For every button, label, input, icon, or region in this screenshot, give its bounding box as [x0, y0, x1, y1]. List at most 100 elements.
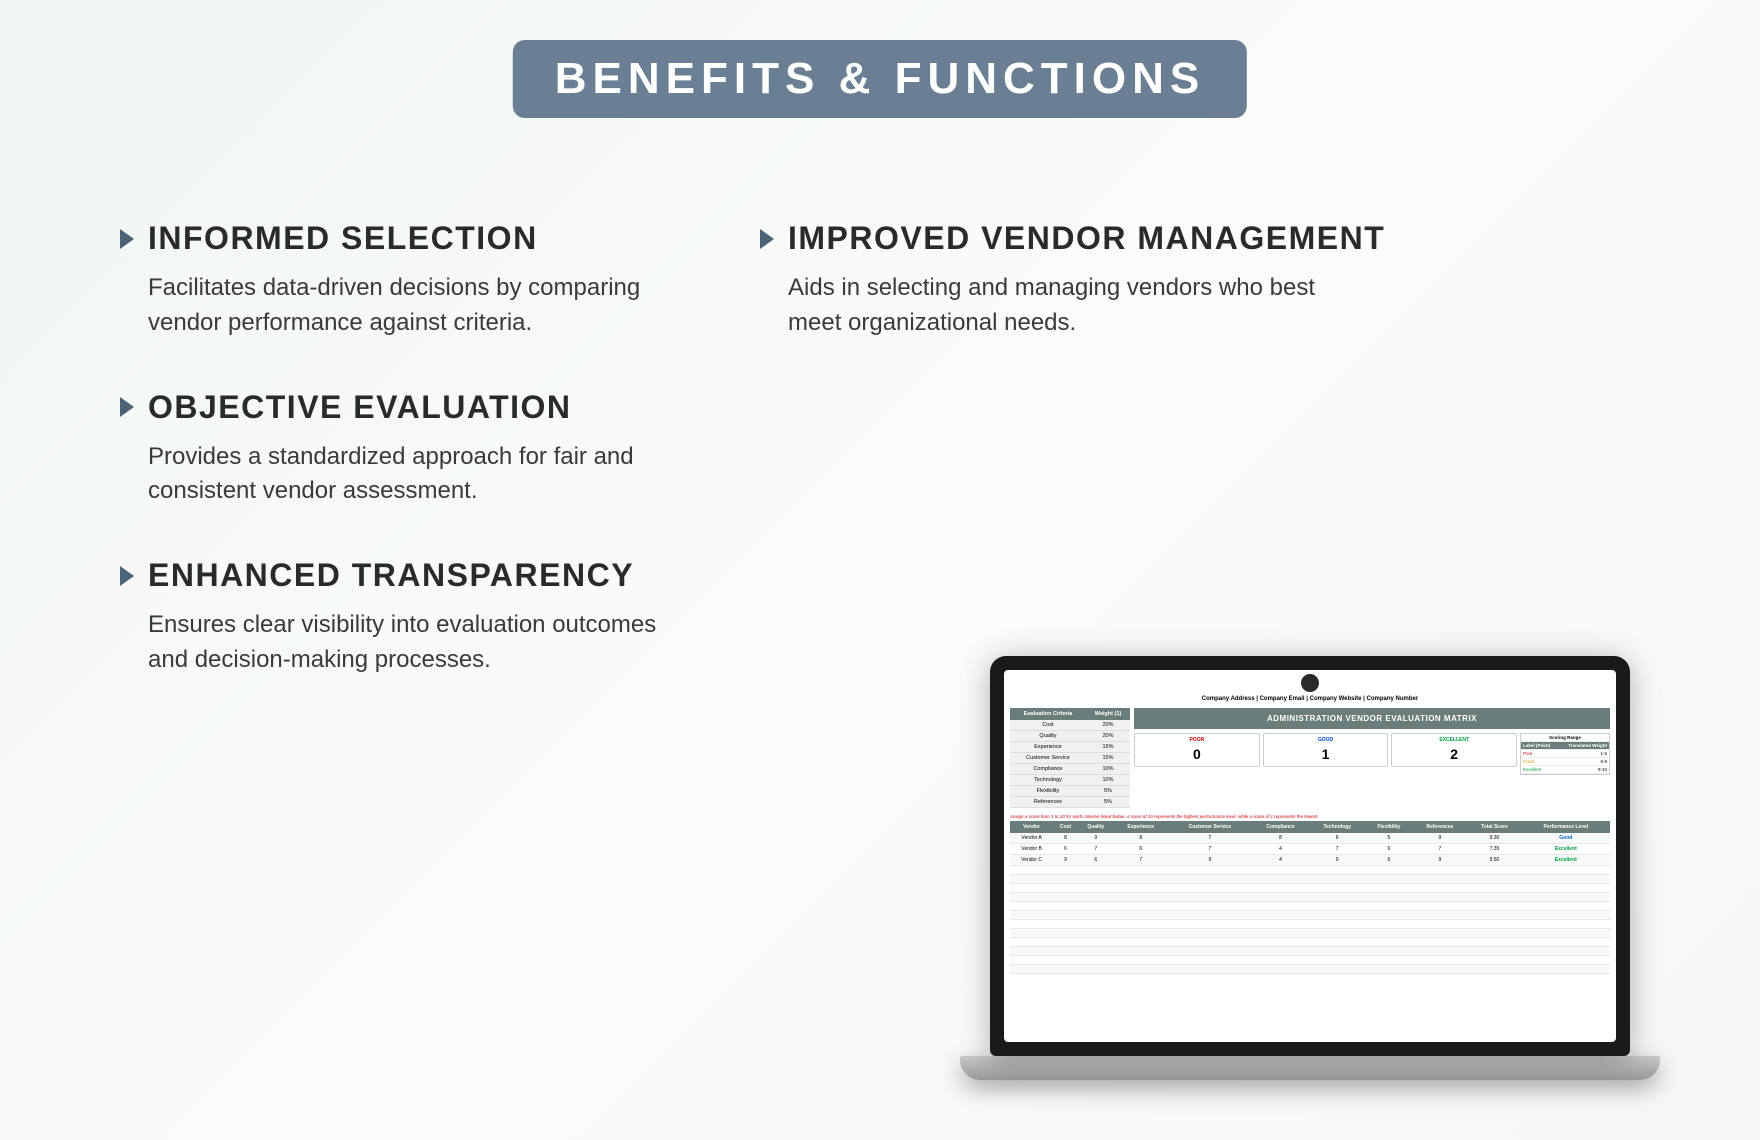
score-box: POOR 0 — [1134, 733, 1260, 767]
vendor-th: Cost — [1053, 821, 1078, 833]
criteria-cell: 5% — [1086, 797, 1130, 808]
empty-row — [1010, 947, 1610, 956]
criteria-cell: 5% — [1086, 786, 1130, 797]
table-row: Vendor B676747677.35Excellent — [1010, 844, 1610, 855]
empty-row — [1010, 938, 1610, 947]
empty-row — [1010, 956, 1610, 965]
criteria-cell: 15% — [1086, 742, 1130, 753]
vendor-cell: 6 — [1078, 855, 1114, 866]
vendor-cell: Vendor A — [1010, 833, 1053, 844]
vendor-cell: 9 — [1309, 855, 1365, 866]
criteria-header: Evaluation Criteria — [1010, 708, 1086, 720]
vendor-cell: 8 — [1114, 833, 1168, 844]
benefit-title: INFORMED SELECTION — [148, 220, 538, 257]
score-box: GOOD 1 — [1263, 733, 1389, 767]
bullet-triangle-icon — [760, 229, 774, 249]
bullet-triangle-icon — [120, 397, 134, 417]
spreadsheet-preview: Company Address | Company Email | Compan… — [1004, 670, 1616, 1042]
matrix-title: ADMINISTRATION VENDOR EVALUATION MATRIX — [1134, 708, 1610, 729]
vendor-cell: 6 — [1114, 844, 1168, 855]
empty-row — [1010, 902, 1610, 911]
vendor-th: Flexibility — [1365, 821, 1412, 833]
empty-row — [1010, 866, 1610, 875]
criteria-cell: Cost — [1010, 720, 1086, 731]
bullet-triangle-icon — [120, 229, 134, 249]
criteria-cell: 20% — [1086, 731, 1130, 742]
range-val: 9-10 — [1598, 767, 1607, 772]
vendor-cell: 9 — [1078, 833, 1114, 844]
benefit-desc: Provides a standardized approach for fai… — [148, 440, 668, 510]
range-title: Scoring Range — [1521, 734, 1609, 742]
benefit-item: ENHANCED TRANSPARENCY Ensures clear visi… — [120, 557, 720, 678]
vendor-cell: 7 — [1078, 844, 1114, 855]
laptop-mockup: Company Address | Company Email | Compan… — [960, 656, 1660, 1080]
company-info-line: Company Address | Company Email | Compan… — [1004, 696, 1616, 702]
vendor-cell: 7.35 — [1467, 844, 1521, 855]
criteria-cell: 20% — [1086, 720, 1130, 731]
range-val: 1-5 — [1601, 751, 1608, 756]
score-value: 0 — [1137, 744, 1257, 764]
scoring-range-box: Scoring Range Label (Point) Translated We… — [1520, 733, 1610, 775]
benefit-desc: Aids in selecting and managing vendors w… — [788, 271, 1348, 341]
vendor-cell: 7 — [1309, 844, 1365, 855]
criteria-cell: 10% — [1086, 764, 1130, 775]
vendor-th: Quality — [1078, 821, 1114, 833]
laptop-screen: Company Address | Company Email | Compan… — [990, 656, 1630, 1056]
criteria-cell: Experience — [1010, 742, 1086, 753]
main-area: ADMINISTRATION VENDOR EVALUATION MATRIX … — [1134, 708, 1610, 808]
vendor-cell: 9.30 — [1467, 833, 1521, 844]
vendor-cell: 9 — [1413, 855, 1468, 866]
content-area: INFORMED SELECTION Facilitates data-driv… — [120, 220, 1700, 726]
criteria-cell: 15% — [1086, 753, 1130, 764]
benefit-title: ENHANCED TRANSPARENCY — [148, 557, 634, 594]
vendor-perf: Excellent — [1522, 844, 1610, 855]
vendor-cell: Vendor C — [1010, 855, 1053, 866]
vendor-cell: 7 — [1168, 844, 1252, 855]
score-value: 2 — [1394, 744, 1514, 764]
page-title: BENEFITS & FUNCTIONS — [513, 40, 1247, 118]
bullet-triangle-icon — [120, 566, 134, 586]
benefit-desc: Facilitates data-driven decisions by com… — [148, 271, 668, 341]
vendor-cell: 6 — [1365, 855, 1412, 866]
vendor-th: Total Score — [1467, 821, 1521, 833]
criteria-cell: References — [1010, 797, 1086, 808]
benefit-desc: Ensures clear visibility into evaluation… — [148, 608, 668, 678]
criteria-cell: Flexibility — [1010, 786, 1086, 797]
score-box: EXCELLENT 2 — [1391, 733, 1517, 767]
criteria-cell: Quality — [1010, 731, 1086, 742]
vendor-cell: 5 — [1365, 833, 1412, 844]
vendor-cell: 7 — [1168, 833, 1252, 844]
vendor-cell: 7 — [1114, 855, 1168, 866]
table-row: Vendor C967949699.50Excellent — [1010, 855, 1610, 866]
range-label: Excellent — [1523, 767, 1541, 772]
vendor-cell: 6 — [1365, 844, 1412, 855]
vendor-th: Customer Service — [1168, 821, 1252, 833]
range-label: Good — [1523, 759, 1534, 764]
vendor-cell: 9.50 — [1467, 855, 1521, 866]
score-label: GOOD — [1266, 736, 1386, 744]
vendor-cell: 8 — [1252, 833, 1309, 844]
criteria-cell: 10% — [1086, 775, 1130, 786]
vendor-table: Vendor Cost Quality Experience Customer … — [1010, 821, 1610, 974]
score-value: 1 — [1266, 744, 1386, 764]
vendor-cell: 9 — [1053, 855, 1078, 866]
right-column: IMPROVED VENDOR MANAGEMENT Aids in selec… — [760, 220, 1700, 726]
range-val: 6-8 — [1601, 759, 1608, 764]
vendor-cell: 7 — [1413, 844, 1468, 855]
vendor-th: Experience — [1114, 821, 1168, 833]
criteria-cell: Customer Service — [1010, 753, 1086, 764]
laptop-base — [960, 1056, 1660, 1080]
range-header: Label (Point) — [1523, 743, 1550, 748]
empty-row — [1010, 965, 1610, 974]
range-header: Translated Weight — [1568, 743, 1607, 748]
vendor-cell: 4 — [1252, 855, 1309, 866]
benefit-title: OBJECTIVE EVALUATION — [148, 389, 572, 426]
vendor-th: References — [1413, 821, 1468, 833]
vendor-cell: 8 — [1053, 833, 1078, 844]
benefit-title: IMPROVED VENDOR MANAGEMENT — [788, 220, 1385, 257]
vendor-cell: 9 — [1168, 855, 1252, 866]
empty-row — [1010, 875, 1610, 884]
vendor-th: Compliance — [1252, 821, 1309, 833]
criteria-cell: Technology — [1010, 775, 1086, 786]
score-label: POOR — [1137, 736, 1257, 744]
